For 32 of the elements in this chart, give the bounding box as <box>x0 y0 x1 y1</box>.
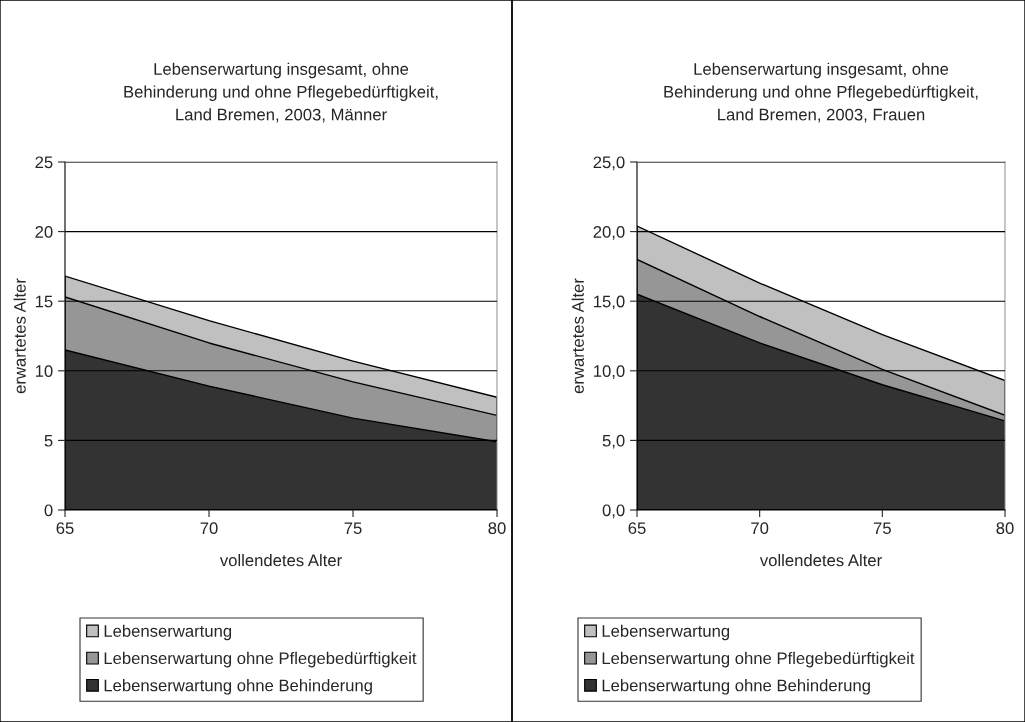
y-axis-title: erwartetes Alter <box>571 278 584 394</box>
y-tick-label: 10,0 <box>594 365 625 379</box>
chart-title: Lebenserwartung insgesamt, ohne Behinderung und ohne Pflegebedürftigkeit, Land Bremen, 2003, Männer <box>124 62 438 123</box>
x-tick-label: 75 <box>873 522 891 535</box>
y-tick-label: 10 <box>35 365 53 377</box>
y-tick-label: 0,0 <box>602 504 625 519</box>
legend-label: Lebenserwartung ohne Pflegebedürftigkeit <box>602 651 915 668</box>
legend-label: Lebenserwartung <box>602 624 730 641</box>
y-tick-label: 5 <box>44 434 53 447</box>
legend-label: Lebenserwartung ohne Pflegebedürftigkeit <box>104 651 417 668</box>
y-axis-title: erwartetes Alter <box>13 278 26 394</box>
x-tick-label: 65 <box>628 522 646 535</box>
x-tick-label: 75 <box>344 522 362 535</box>
x-tick-label: 70 <box>751 522 769 535</box>
legend-label: Lebenserwartung ohne Behinderung <box>602 679 870 695</box>
y-tick-label: 15 <box>35 295 53 308</box>
y-tick-label: 20 <box>35 226 53 238</box>
y-tick-label: 25,0 <box>593 156 625 171</box>
x-tick-label: 80 <box>996 522 1014 535</box>
y-tick-label: 5,0 <box>602 434 625 449</box>
x-tick-label: 80 <box>488 522 506 535</box>
x-axis-title: vollendetes Alter <box>219 554 342 567</box>
legend-label: Lebenserwartung ohne Behinderung <box>104 679 372 695</box>
legend-label: Lebenserwartung <box>104 624 232 641</box>
x-tick-label: 65 <box>56 522 74 535</box>
x-tick-label: 70 <box>200 522 218 535</box>
y-tick-label: 25 <box>35 156 53 169</box>
chart-title: Lebenserwartung insgesamt, ohne Behinderung und ohne Pflegebedürftigkeit, Land Bremen, 2003, Frauen <box>664 62 978 123</box>
y-tick-label: 15,0 <box>594 295 625 310</box>
y-tick-label: 0 <box>44 504 53 517</box>
y-tick-label: 20,0 <box>593 226 625 240</box>
x-axis-title: vollendetes Alter <box>759 554 882 567</box>
